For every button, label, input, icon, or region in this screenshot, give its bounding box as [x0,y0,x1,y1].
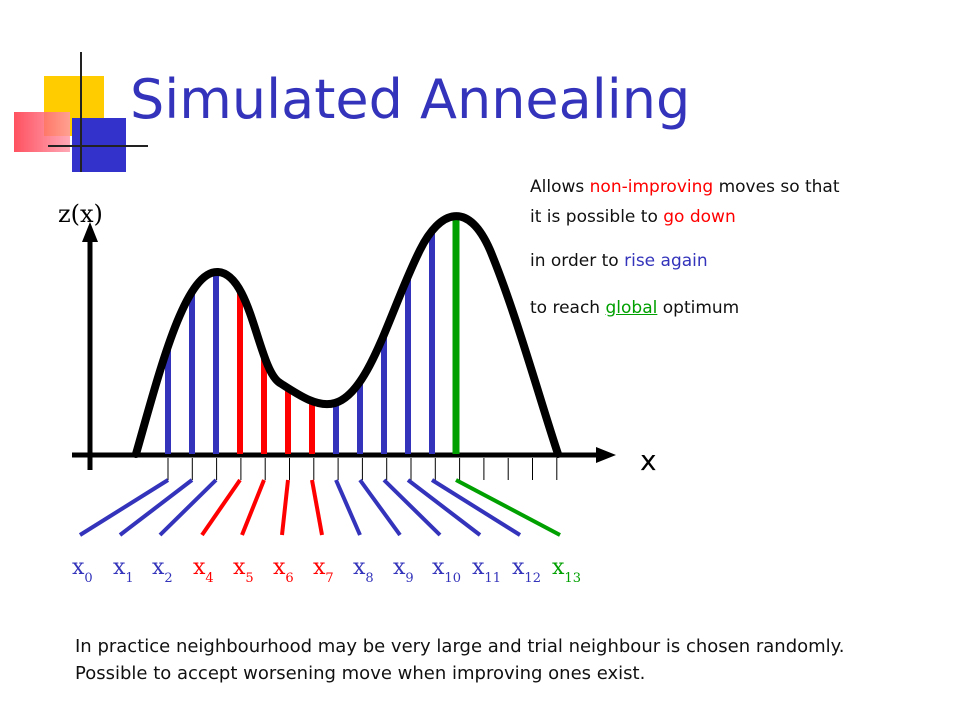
neighbour-label-base: x [552,555,565,580]
neighbour-label: x7 [313,555,334,586]
note-text: in order to [530,251,625,271]
neighbour-link [158,478,218,537]
neighbour-label: x2 [152,555,173,586]
neighbour-label-base: x [313,555,326,580]
neighbour-label-base: x [152,555,165,580]
decor-horizontal-line [48,145,148,147]
neighbour-label-base: x [432,555,445,580]
note-text: Allows [530,177,590,197]
neighbour-label-base: x [193,555,206,580]
neighbour-label: x9 [393,555,414,586]
x-axis-arrow-icon [596,447,616,463]
neighbour-label: x4 [193,555,214,586]
neighbour-label: x8 [353,555,374,586]
y-axis-label: z(x) [58,200,103,228]
neighbour-label-subscript: 4 [205,571,213,586]
neighbour-label: x0 [72,555,93,586]
x-axis-label: x [640,444,657,477]
neighbour-label-subscript: 11 [484,571,501,586]
neighbour-label-base: x [273,555,286,580]
slide-title: Simulated Annealing [130,68,691,131]
neighbour-link [455,478,561,537]
note-highlight-global: global [605,298,658,318]
neighbour-link [310,479,324,536]
decor-vertical-line [80,52,82,172]
neighbour-label-subscript: 1 [125,571,133,586]
note-line-3: in order to rise again [530,250,708,273]
neighbour-label-subscript: 9 [405,571,413,586]
neighbour-link [406,478,482,537]
neighbour-label-base: x [233,555,246,580]
note-highlight-non-improving: non-improving [589,177,714,197]
neighbour-label: x12 [512,555,541,586]
neighbour-label-subscript: 0 [84,571,92,586]
neighbour-label: x6 [273,555,294,586]
neighbour-label: x10 [432,555,461,586]
objective-curve [132,212,562,458]
note-highlight-go-down: go down [663,207,736,227]
neighbour-label: x13 [552,555,581,586]
note-text: optimum [657,298,740,318]
neighbour-link [430,478,522,537]
note-text: moves so that [713,177,840,197]
neighbour-link [240,479,266,536]
neighbour-label-subscript: 2 [164,571,172,586]
note-text: it is possible to [530,207,664,227]
note-highlight-rise-again: rise again [624,251,708,271]
note-line-1: Allows non-improving moves so that [530,176,840,199]
neighbour-label-subscript: 7 [325,571,333,586]
note-text: to reach [530,298,606,318]
neighbour-label-subscript: 12 [524,571,541,586]
neighbour-label-subscript: 5 [245,571,253,586]
neighbour-link [200,478,242,537]
footer-text: In practice neighbourhood may be very la… [75,636,845,684]
neighbour-label-subscript: 10 [444,571,461,586]
neighbour-label-base: x [512,555,525,580]
neighbour-label: x1 [113,555,134,586]
neighbour-label: x5 [233,555,254,586]
neighbour-link [334,479,362,536]
neighbour-link [280,479,290,536]
neighbour-link [78,478,170,537]
neighbour-label-base: x [472,555,485,580]
y-axis-arrow-icon [82,222,98,242]
neighbour-label-subscript: 6 [285,571,293,586]
neighbour-label: x11 [472,555,501,586]
neighbour-label-base: x [393,555,406,580]
note-line-2: it is possible to go down [530,206,736,229]
neighbour-label-base: x [353,555,366,580]
neighbour-label-base: x [113,555,126,580]
neighbour-link [358,478,402,537]
note-line-4: to reach global optimum [530,297,739,320]
neighbour-label-subscript: 13 [564,571,581,586]
neighbour-link [382,478,442,537]
neighbour-label-base: x [72,555,85,580]
neighbour-label-subscript: 8 [365,571,373,586]
neighbour-link [118,478,194,537]
